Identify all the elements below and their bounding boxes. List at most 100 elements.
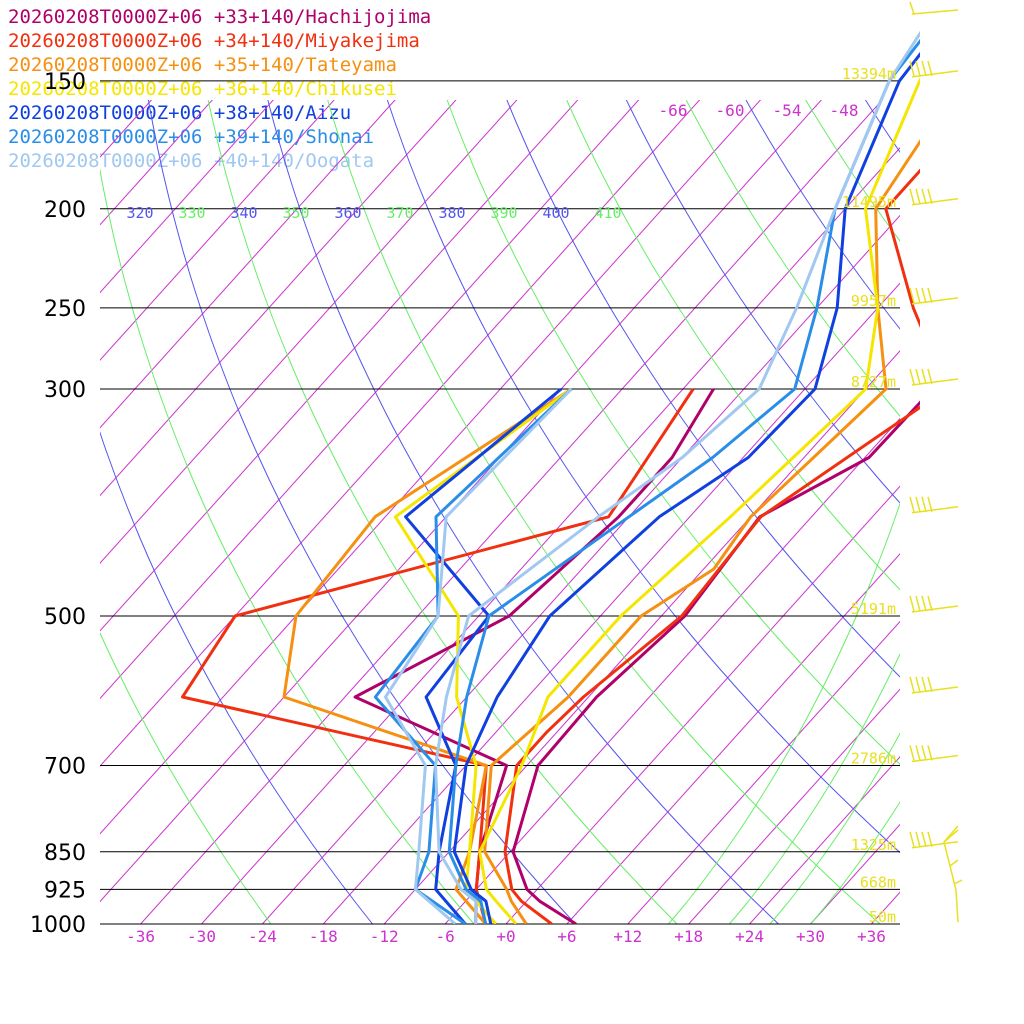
height-label: 11495m (842, 193, 896, 211)
legend-entry: 20260208T0000Z+06 +40+140/Oogata (8, 150, 375, 172)
height-label: 668m (860, 873, 896, 891)
dry-adiabat-line (805, 100, 900, 242)
wind-barb (909, 496, 959, 514)
isotherm-line (0, 0, 270, 924)
isotherm-line (262, 214, 900, 924)
theta-label: 350 (282, 204, 309, 222)
dry-adiabat-line (745, 100, 900, 330)
dry-adiabat-line (985, 100, 1024, 924)
temperature-profile-line (452, 51, 920, 924)
isotherm-label: -66 (659, 101, 688, 120)
wind-barb (943, 825, 963, 923)
isotherm-line (993, 0, 1024, 924)
moist-adiabat-line (728, 652, 900, 924)
theta-label: 380 (438, 204, 465, 222)
wind-barb (909, 368, 959, 386)
wind-barb (909, 745, 959, 763)
temperature-tick-label: -18 (309, 927, 338, 946)
isotherm-line (688, 688, 900, 924)
temperature-tick-label: +24 (735, 927, 764, 946)
dry-adiabat-line (327, 100, 881, 924)
isotherm-line (100, 100, 701, 767)
height-label: 2786m (851, 749, 896, 767)
moist-adiabat-line (668, 502, 900, 924)
theta-label: 340 (230, 204, 257, 222)
theta-label: 400 (542, 204, 569, 222)
dry-adiabat-line (386, 100, 900, 854)
height-label: 8727m (851, 373, 896, 391)
isotherm-line (100, 100, 762, 835)
wind-barb (909, 595, 959, 613)
theta-label: 320 (126, 204, 153, 222)
dry-adiabat-line (100, 631, 272, 924)
isotherm-label: -54 (773, 101, 802, 120)
dry-adiabat-line (147, 100, 576, 924)
temperature-profile-line (483, 139, 920, 924)
isotherm-line (100, 100, 213, 226)
temperature-tick-label: +6 (557, 927, 576, 946)
wind-barb (909, 60, 959, 78)
dry-adiabat-line (625, 100, 900, 504)
isotherm-line (749, 756, 900, 924)
temperature-profile-line (503, 168, 920, 924)
pressure-label: 150 (44, 70, 86, 95)
height-label: 50m (869, 908, 896, 926)
theta-label: 360 (334, 204, 361, 222)
height-label: 5191m (851, 600, 896, 618)
temperature-tick-label: -30 (187, 927, 216, 946)
isotherm-label: -48 (830, 101, 859, 120)
height-label: 1325m (851, 836, 896, 854)
pressure-label: 200 (44, 198, 86, 223)
isotherm-line (100, 100, 153, 158)
temperature-profile-line (434, 30, 920, 924)
temperature-tick-label: -12 (370, 927, 399, 946)
dewpoint-profile-line (181, 388, 695, 924)
isotherm-line (100, 100, 640, 700)
legend-entry: 20260208T0000Z+06 +33+140/Hachijojima (8, 6, 432, 28)
moist-adiabat-line (769, 732, 900, 924)
pressure-label: 925 (44, 878, 86, 903)
temperature-tick-label: -24 (248, 927, 277, 946)
temperature-profile-line (511, 400, 920, 924)
dry-adiabat-line (506, 100, 900, 678)
isotherm-line (566, 553, 900, 924)
temperature-tick-label: +30 (796, 927, 825, 946)
dewpoint-profile-line (393, 387, 573, 924)
temperature-tick-label: +0 (496, 927, 515, 946)
pressure-label: 700 (44, 754, 86, 779)
height-label: 13394m (842, 65, 896, 83)
dewpoint-profile-line (373, 387, 573, 924)
isotherm-label: -60 (716, 101, 745, 120)
dry-adiabat-line (925, 100, 1024, 924)
isotherm-line (100, 100, 457, 497)
temperature-tick-label: +36 (857, 927, 886, 946)
pressure-label: 1000 (30, 913, 86, 938)
temperature-profile-line (447, 38, 920, 924)
wind-barb (909, 676, 959, 694)
pressure-label: 300 (44, 378, 86, 403)
height-label: 9957m (851, 292, 896, 310)
temperature-tick-label: -6 (435, 927, 454, 946)
wind-barb (909, 831, 959, 849)
dewpoint-profile-line (384, 387, 573, 924)
dry-adiabat-line (566, 100, 900, 591)
legend-entry: 20260208T0000Z+06 +34+140/Miyakejima (8, 30, 420, 52)
pressure-label: 250 (44, 297, 86, 322)
legend-entry: 20260208T0000Z+06 +36+140/Chikusei (8, 78, 397, 100)
isotherm-line (100, 100, 274, 294)
theta-label: 370 (386, 204, 413, 222)
isotherm-line (100, 100, 579, 632)
theta-label: 410 (594, 204, 621, 222)
isotherm-line (100, 100, 518, 564)
temperature-tick-label: +12 (613, 927, 642, 946)
dry-adiabat-line (207, 100, 678, 924)
pressure-label: 850 (44, 841, 86, 866)
temperature-tick-label: +18 (674, 927, 703, 946)
temperature-tick-label: -36 (126, 927, 155, 946)
wind-barb (909, 287, 959, 305)
temperature-profile-line (478, 77, 920, 924)
dry-adiabat-line (446, 100, 900, 766)
isotherm-line (444, 417, 900, 924)
isotherm-line (201, 147, 900, 924)
